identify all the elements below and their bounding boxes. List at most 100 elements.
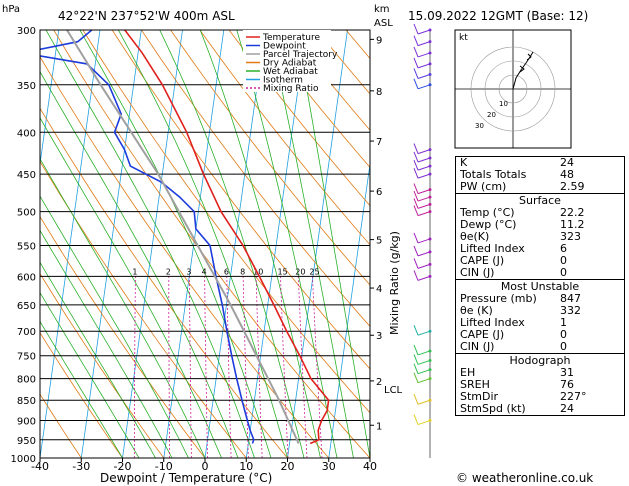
pressure-tick-label: 900 — [17, 417, 36, 428]
height-tick-label: 1 — [376, 421, 382, 432]
isotherm-line — [204, 30, 266, 458]
index-label: Totals Totals — [460, 168, 527, 181]
wind-barb-flag — [413, 245, 419, 257]
pressure-tick-label: 800 — [17, 375, 36, 386]
wind-barb-flag — [413, 68, 419, 79]
mu-value: 847 — [560, 292, 581, 305]
wind-barb-flag — [413, 46, 419, 58]
dry-adiabat-line — [40, 393, 82, 458]
wind-barb-staff — [417, 41, 431, 47]
hodograph-ring-20 — [484, 60, 542, 118]
temperature-line — [124, 30, 330, 445]
temperature-tick-label: 10 — [239, 460, 253, 473]
mixing-ratio-label: 1 — [132, 267, 137, 276]
legend-entry: Temperature — [262, 33, 320, 43]
mu-row: CIN (J) 0 — [460, 341, 620, 353]
pressure-tick-label: 300 — [17, 26, 36, 37]
pressure-tick-label: 400 — [17, 128, 36, 139]
mu-label: Lifted Index — [460, 316, 525, 329]
wind-barb-flag — [413, 35, 419, 46]
index-row-k: K 24 — [460, 157, 620, 169]
wind-barb-flag — [413, 167, 419, 179]
isotherm-line — [328, 161, 370, 458]
hodo-row: EH 31 — [460, 367, 620, 379]
mixing-ratio-line — [255, 276, 263, 458]
wind-barb-flag — [413, 190, 419, 202]
surface-title: Surface — [519, 194, 561, 207]
height-tick-label: 8 — [376, 87, 382, 98]
surface-label: Dewp (°C) — [460, 218, 517, 231]
wind-barb-flag — [413, 372, 419, 383]
mu-value: 332 — [560, 304, 581, 317]
isotherm-line — [80, 30, 142, 458]
mixing-ratio-line — [242, 276, 249, 458]
wind-barb-staff — [417, 189, 431, 195]
mu-label: θe (K) — [460, 304, 493, 317]
mixing-ratio-label: 10 — [253, 267, 263, 276]
wind-barb-flag — [413, 159, 419, 171]
hpa-label: hPa — [2, 4, 20, 15]
pressure-tick-label: 750 — [17, 352, 36, 363]
dry-adiabat-line — [170, 30, 370, 286]
legend-background — [243, 30, 331, 92]
mu-value: 1 — [560, 316, 567, 329]
hodograph-table-title: Hodograph — [509, 354, 571, 367]
km-label: km — [374, 4, 390, 15]
index-value: 48 — [560, 168, 574, 181]
dry-adiabat-line — [257, 30, 370, 168]
mixing-ratio-title: Mixing Ratio (g/kg) — [388, 231, 401, 335]
wind-barb-staff — [417, 196, 431, 202]
temperature-axis: -40 -30 -20 -10 0 10 20 30 40 — [31, 458, 377, 473]
height-tick-label: 7 — [376, 137, 382, 148]
wind-barb-flag — [413, 57, 419, 69]
isotherm-line — [163, 30, 225, 458]
temperature-tick-label: 30 — [322, 460, 336, 473]
dry-adiabat-line — [228, 30, 370, 207]
mixing-ratio-line — [189, 276, 192, 458]
mixing-ratio-line — [226, 276, 232, 458]
wind-barb-flag — [413, 354, 419, 365]
wind-barb-staff — [417, 369, 431, 375]
hodograph: kt 10 20 30 — [454, 29, 572, 149]
pressure-tick-label: 850 — [17, 396, 36, 407]
location-title: 42°22'N 237°52'W 400m ASL — [58, 9, 235, 23]
pressure-tick-label: 550 — [17, 241, 36, 252]
surface-row: θe(K) 323 — [460, 231, 620, 243]
mixing-ratio-label: 2 — [166, 267, 171, 276]
hodograph-kt-label: kt — [459, 33, 468, 43]
index-value: 2.59 — [560, 180, 585, 193]
wind-barb-flag — [413, 205, 419, 216]
surface-label: Lifted Index — [460, 242, 525, 255]
wind-barb-staff — [417, 378, 431, 384]
wind-barb-flag — [413, 270, 419, 281]
wind-barb-flag — [413, 143, 419, 154]
pressure-axis: 300 350 400 450 500 550 600 650 700 750 800 850 900 9… — [11, 26, 36, 465]
most-unstable-box: Most Unstable Pressure (mb) 847 θe (K) 332 L… — [455, 280, 625, 354]
isotherm-line — [40, 30, 60, 167]
legend-entry: Dewpoint — [263, 42, 306, 52]
height-tick-label: 6 — [376, 187, 382, 198]
mu-label: CIN (J) — [460, 340, 495, 353]
height-tick-label: 5 — [376, 236, 382, 247]
most-unstable-title: Most Unstable — [500, 280, 580, 293]
wind-barb-flag — [413, 414, 419, 425]
pressure-tick-label: 1000 — [11, 454, 36, 465]
mu-value: 0 — [560, 328, 567, 341]
wind-barb-staff — [417, 29, 431, 35]
hodo-row: SREH 76 — [460, 379, 620, 391]
isotherm-line — [0, 30, 18, 458]
hodo-value: 31 — [560, 366, 574, 379]
wet-adiabat-line — [159, 30, 305, 458]
surface-row: Dewp (°C) 11.2 — [460, 219, 620, 231]
wind-barb-flag — [413, 198, 419, 209]
wind-barb-staff — [417, 350, 431, 356]
temperature-tick-label: 0 — [202, 460, 209, 473]
legend-entry: Wet Adiabat — [263, 67, 318, 77]
hodo-row: StmDir 227° — [460, 391, 620, 403]
height-tick-label: 3 — [376, 331, 382, 342]
wind-barb-staff — [417, 165, 431, 171]
wet-adiabat-line — [40, 320, 123, 458]
wet-adiabat-line — [236, 30, 338, 458]
mu-label: CAPE (J) — [460, 328, 505, 341]
wind-barb-staff — [417, 84, 431, 90]
